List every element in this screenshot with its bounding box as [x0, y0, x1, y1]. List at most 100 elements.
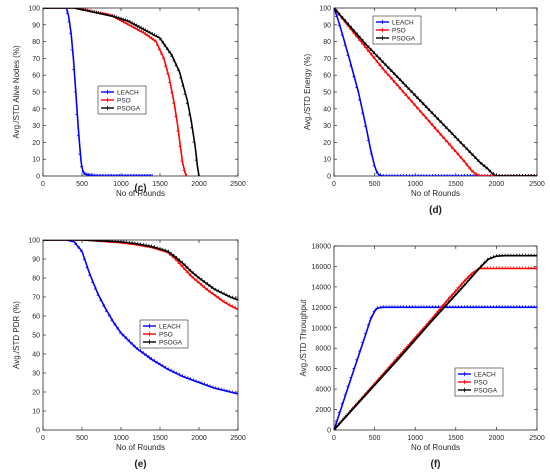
y-axis-label: Avg./STD Throughput: [299, 299, 308, 377]
series-psoga: [43, 8, 200, 176]
y-tick-label: 4000: [315, 387, 331, 394]
x-tick-label: 2000: [191, 181, 207, 188]
legend-label-psoga: PSOGA: [392, 35, 416, 42]
y-tick-label: 0: [36, 428, 40, 435]
y-tick-label: 20: [32, 390, 40, 397]
legend-label-psoga: PSOGA: [474, 387, 498, 394]
legend-marker-psoga: [380, 35, 385, 41]
legend-label-leach: LEACH: [159, 323, 181, 330]
series-markers-psoga: [334, 253, 537, 430]
panel-1: 0 500 1000 1500 2000 2500 0 10 20 30 40 50 60 70 80 90 1…: [12, 6, 246, 199]
legend-marker-pso: [380, 27, 385, 33]
series-markers-leach: [334, 8, 537, 176]
legend-marker-leach: [105, 89, 110, 95]
y-tick-label: 30: [323, 123, 331, 130]
y-tick-label: 50: [32, 333, 40, 340]
x-tick-label: 1500: [152, 181, 168, 188]
panel-label: (d): [429, 205, 442, 216]
x-axis-label: No of Rounds: [411, 443, 460, 452]
x-tick-label: 500: [369, 181, 381, 188]
y-tick-label: 30: [32, 123, 40, 130]
y-tick-label: 60: [32, 73, 40, 80]
x-tick-label: 1000: [113, 181, 129, 188]
x-axis-label: No of Rounds: [411, 189, 460, 198]
legend-marker-psoga: [105, 105, 110, 111]
series-pso: [334, 266, 537, 430]
y-tick-label: 8000: [315, 346, 331, 353]
x-tick-label: 2500: [529, 435, 545, 442]
x-tick-label: 1000: [407, 181, 423, 188]
legend-label-pso: PSO: [117, 97, 131, 104]
y-tick-label: 12000: [312, 305, 332, 312]
legend-marker-psoga: [462, 387, 467, 393]
x-axis-label: No of Rounds: [116, 443, 165, 452]
y-tick-label: 80: [32, 39, 40, 46]
x-tick-label: 0: [41, 435, 45, 442]
x-tick-label: 2500: [230, 181, 246, 188]
x-tick-label: 1000: [113, 435, 129, 442]
y-tick-label: 70: [32, 56, 40, 63]
series-psoga: [43, 240, 238, 301]
legend-label-pso: PSO: [392, 27, 406, 34]
x-tick-label: 1000: [407, 435, 423, 442]
series-line-leach: [334, 8, 537, 176]
x-tick-label: 1500: [152, 435, 168, 442]
y-tick-label: 40: [323, 106, 331, 113]
y-tick-label: 10: [32, 157, 40, 164]
series-markers-psoga: [43, 240, 238, 301]
y-tick-label: 40: [32, 352, 40, 359]
x-tick-label: 0: [41, 181, 45, 188]
series-leach: [43, 8, 153, 176]
legend-label-psoga: PSOGA: [117, 105, 141, 112]
y-tick-label: 10: [32, 409, 40, 416]
y-tick-label: 90: [32, 22, 40, 29]
y-tick-label: 100: [28, 6, 40, 13]
series-leach: [334, 305, 537, 430]
y-tick-label: 14000: [312, 284, 332, 291]
y-tick-label: 50: [32, 90, 40, 97]
x-axis-label: No of Rounds: [116, 189, 165, 198]
series-leach: [43, 240, 238, 395]
legend-marker-leach: [380, 19, 385, 25]
y-tick-label: 0: [327, 174, 331, 181]
x-tick-label: 500: [369, 435, 381, 442]
y-tick-label: 100: [28, 238, 40, 245]
legend-marker-pso: [105, 97, 110, 103]
series-psoga: [334, 253, 537, 430]
y-tick-label: 100: [319, 6, 331, 13]
y-tick-label: 70: [32, 295, 40, 302]
legend-label-pso: PSO: [159, 331, 173, 338]
legend-marker-pso: [147, 331, 152, 337]
y-tick-label: 30: [32, 371, 40, 378]
x-tick-label: 0: [332, 435, 336, 442]
plot-area: [333, 7, 538, 177]
y-tick-label: 90: [323, 22, 331, 29]
panel-3: 0 500 1000 1500 2000 2500 0 10 20 30 40 50 60 70 80 90 1…: [12, 238, 246, 471]
y-tick-label: 80: [323, 39, 331, 46]
y-tick-label: 2000: [315, 407, 331, 414]
plot-area: [333, 245, 538, 431]
panel-label: (f): [431, 459, 441, 470]
x-tick-label: 2000: [489, 181, 505, 188]
y-tick-label: 60: [32, 314, 40, 321]
y-tick-label: 40: [32, 106, 40, 113]
y-axis-label: Avg./STD Energy (%): [303, 54, 312, 131]
y-tick-label: 60: [323, 73, 331, 80]
x-tick-label: 2000: [489, 435, 505, 442]
legend-marker-psoga: [147, 339, 152, 345]
y-tick-label: 18000: [312, 244, 332, 251]
y-tick-label: 6000: [315, 366, 331, 373]
series-markers-psoga: [334, 8, 537, 176]
legend-marker-leach: [462, 371, 467, 377]
y-tick-label: 10000: [312, 325, 332, 332]
series-markers-leach: [43, 8, 153, 176]
legend-marker-pso: [462, 379, 467, 385]
legend-label-pso: PSO: [474, 379, 488, 386]
x-tick-label: 500: [76, 181, 88, 188]
legend-label-leach: LEACH: [474, 371, 496, 378]
legend-label-leach: LEACH: [392, 19, 414, 26]
